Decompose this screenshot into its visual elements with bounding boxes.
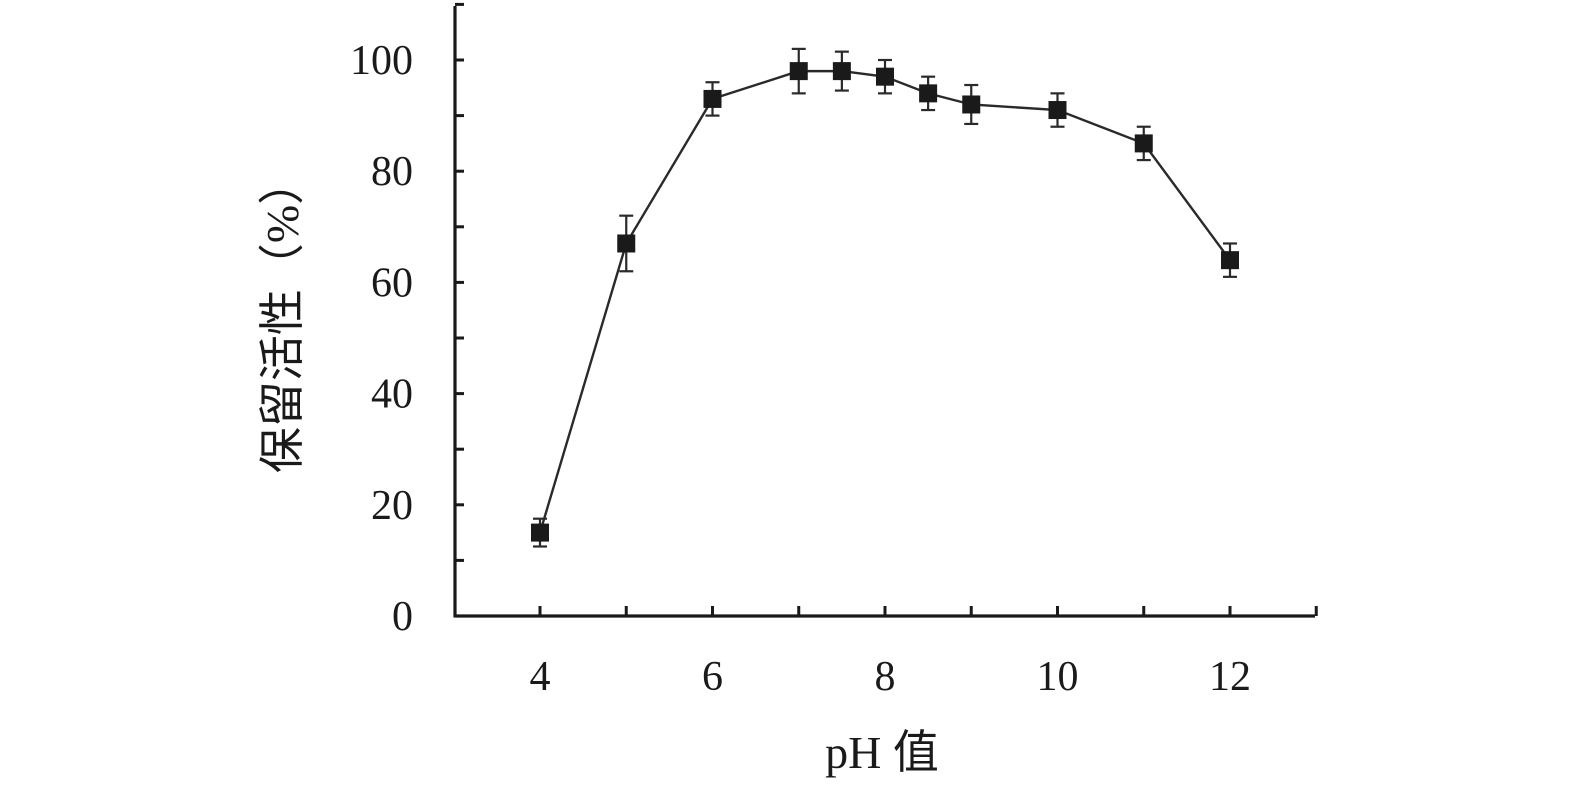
data-marker (962, 95, 981, 114)
data-marker (919, 84, 938, 103)
data-point (703, 81, 722, 117)
data-marker (703, 89, 722, 108)
data-marker (531, 523, 549, 542)
x-tick-label: 6 (702, 654, 723, 700)
data-point (531, 517, 549, 548)
x-tick-label: 8 (875, 654, 896, 700)
series-layer (531, 47, 1239, 548)
data-point (617, 214, 636, 273)
y-tick-label: 80 (371, 149, 413, 195)
y-tick-label: 100 (350, 38, 413, 84)
data-point (876, 58, 894, 95)
data-point (1048, 92, 1067, 128)
data-marker (876, 67, 894, 86)
x-axis-ticks: 4 6 8 10 12 (530, 606, 1318, 700)
x-axis-title: pH 值 (825, 727, 939, 778)
y-axis-ticks: 0 20 40 60 80 100 (350, 2, 464, 640)
data-point (789, 47, 808, 95)
y-tick-label: 40 (371, 372, 413, 418)
data-point (919, 75, 938, 112)
x-tick-label: 12 (1209, 654, 1251, 700)
y-tick-label: 0 (392, 594, 413, 640)
data-marker (789, 62, 808, 81)
data-marker (1134, 134, 1153, 153)
data-point (832, 50, 851, 92)
data-marker (1221, 251, 1239, 270)
y-axis-title: 保留活性（%） (257, 159, 308, 473)
data-marker (617, 234, 636, 253)
data-marker (832, 62, 851, 81)
data-point (962, 83, 981, 126)
data-marker (1048, 101, 1067, 120)
y-tick-label: 60 (371, 260, 413, 306)
x-tick-label: 4 (530, 654, 551, 700)
x-tick-label: 10 (1037, 654, 1079, 700)
data-point (1221, 242, 1239, 278)
y-tick-label: 20 (371, 483, 413, 529)
data-point (1134, 125, 1153, 162)
series-line (538, 69, 1231, 533)
